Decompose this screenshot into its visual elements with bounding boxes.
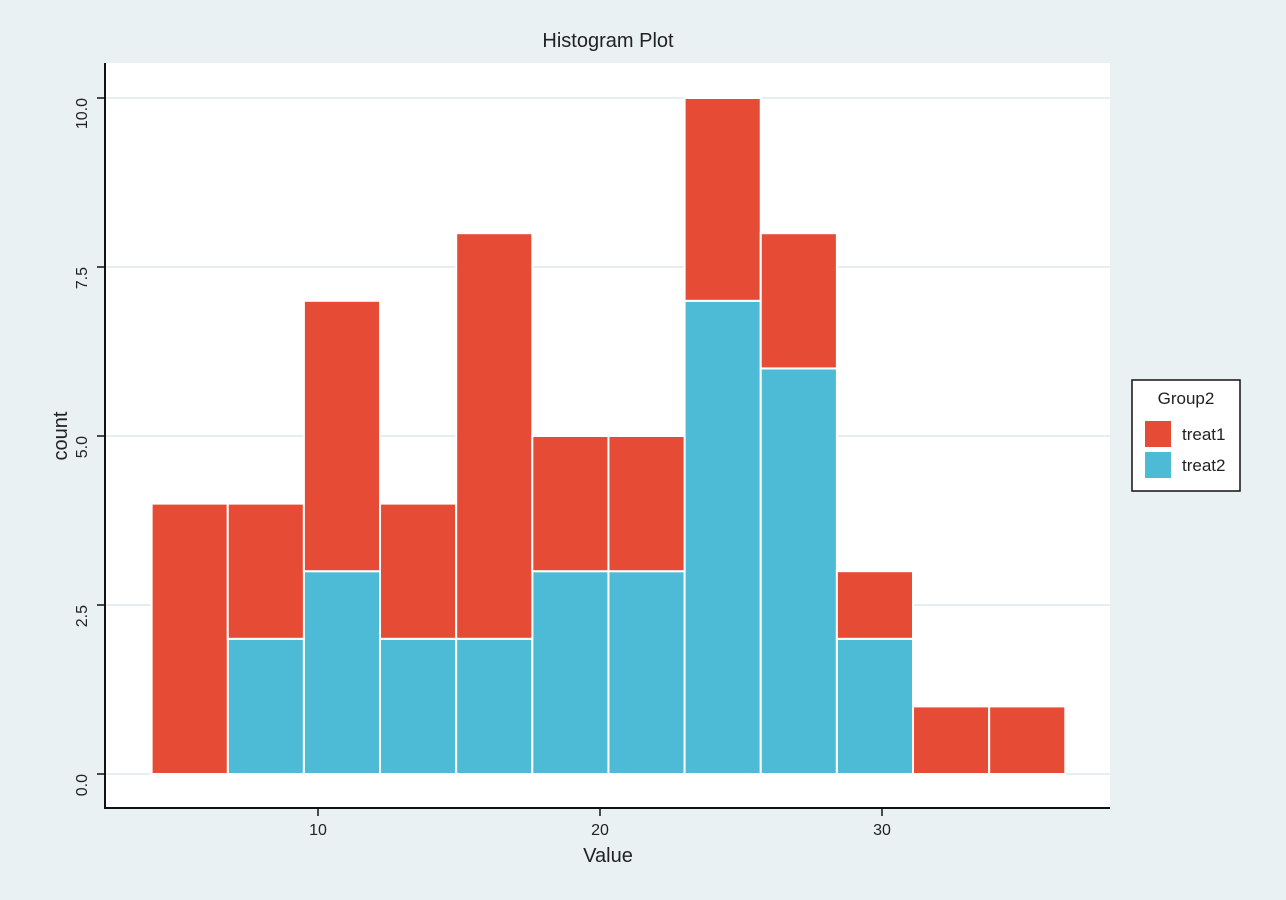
- bar-treat2: [302, 570, 382, 776]
- legend-swatch-treat1: [1145, 421, 1171, 447]
- bar-treat1: [531, 435, 610, 573]
- y-tick-label: 2.5: [74, 605, 91, 627]
- bar-treat2: [455, 637, 534, 775]
- legend-swatch-treat2: [1145, 452, 1171, 478]
- bar-treat2: [531, 570, 610, 776]
- bar-treat1: [759, 232, 838, 370]
- y-tick-label: 0.0: [74, 774, 91, 796]
- x-tick-label: 30: [873, 822, 891, 839]
- y-tick-label: 5.0: [74, 436, 91, 458]
- legend-title: Group2: [1158, 389, 1215, 408]
- bar-treat1: [683, 97, 762, 302]
- x-tick-label: 10: [309, 822, 327, 839]
- legend: Group2 treat1 treat2: [1131, 379, 1241, 492]
- bar-treat1: [835, 570, 915, 640]
- x-axis-label: Value: [583, 845, 633, 867]
- y-tick-label: 10.0: [74, 98, 91, 129]
- bar-treat1: [455, 232, 534, 640]
- bar-treat1: [379, 502, 458, 640]
- bar-treat1: [607, 435, 686, 573]
- bar-treat1: [912, 705, 991, 776]
- bar-treat1: [150, 502, 229, 775]
- bar-treat2: [835, 637, 915, 775]
- chart-title: Histogram Plot: [542, 30, 674, 52]
- bar-treat1: [988, 705, 1067, 776]
- legend-label-treat1: treat1: [1182, 425, 1225, 444]
- x-tick-label: 20: [591, 822, 609, 839]
- bar-treat2: [379, 637, 458, 775]
- y-tick-label: 7.5: [74, 267, 91, 289]
- legend-label-treat2: treat2: [1182, 456, 1225, 475]
- bar-treat1: [302, 299, 382, 573]
- bar-treat2: [607, 570, 686, 776]
- bar-treat1: [226, 502, 305, 640]
- bar-treat2: [759, 367, 838, 775]
- y-axis-label: count: [50, 411, 72, 460]
- bar-treat2: [226, 637, 305, 775]
- bar-treat2: [683, 299, 762, 775]
